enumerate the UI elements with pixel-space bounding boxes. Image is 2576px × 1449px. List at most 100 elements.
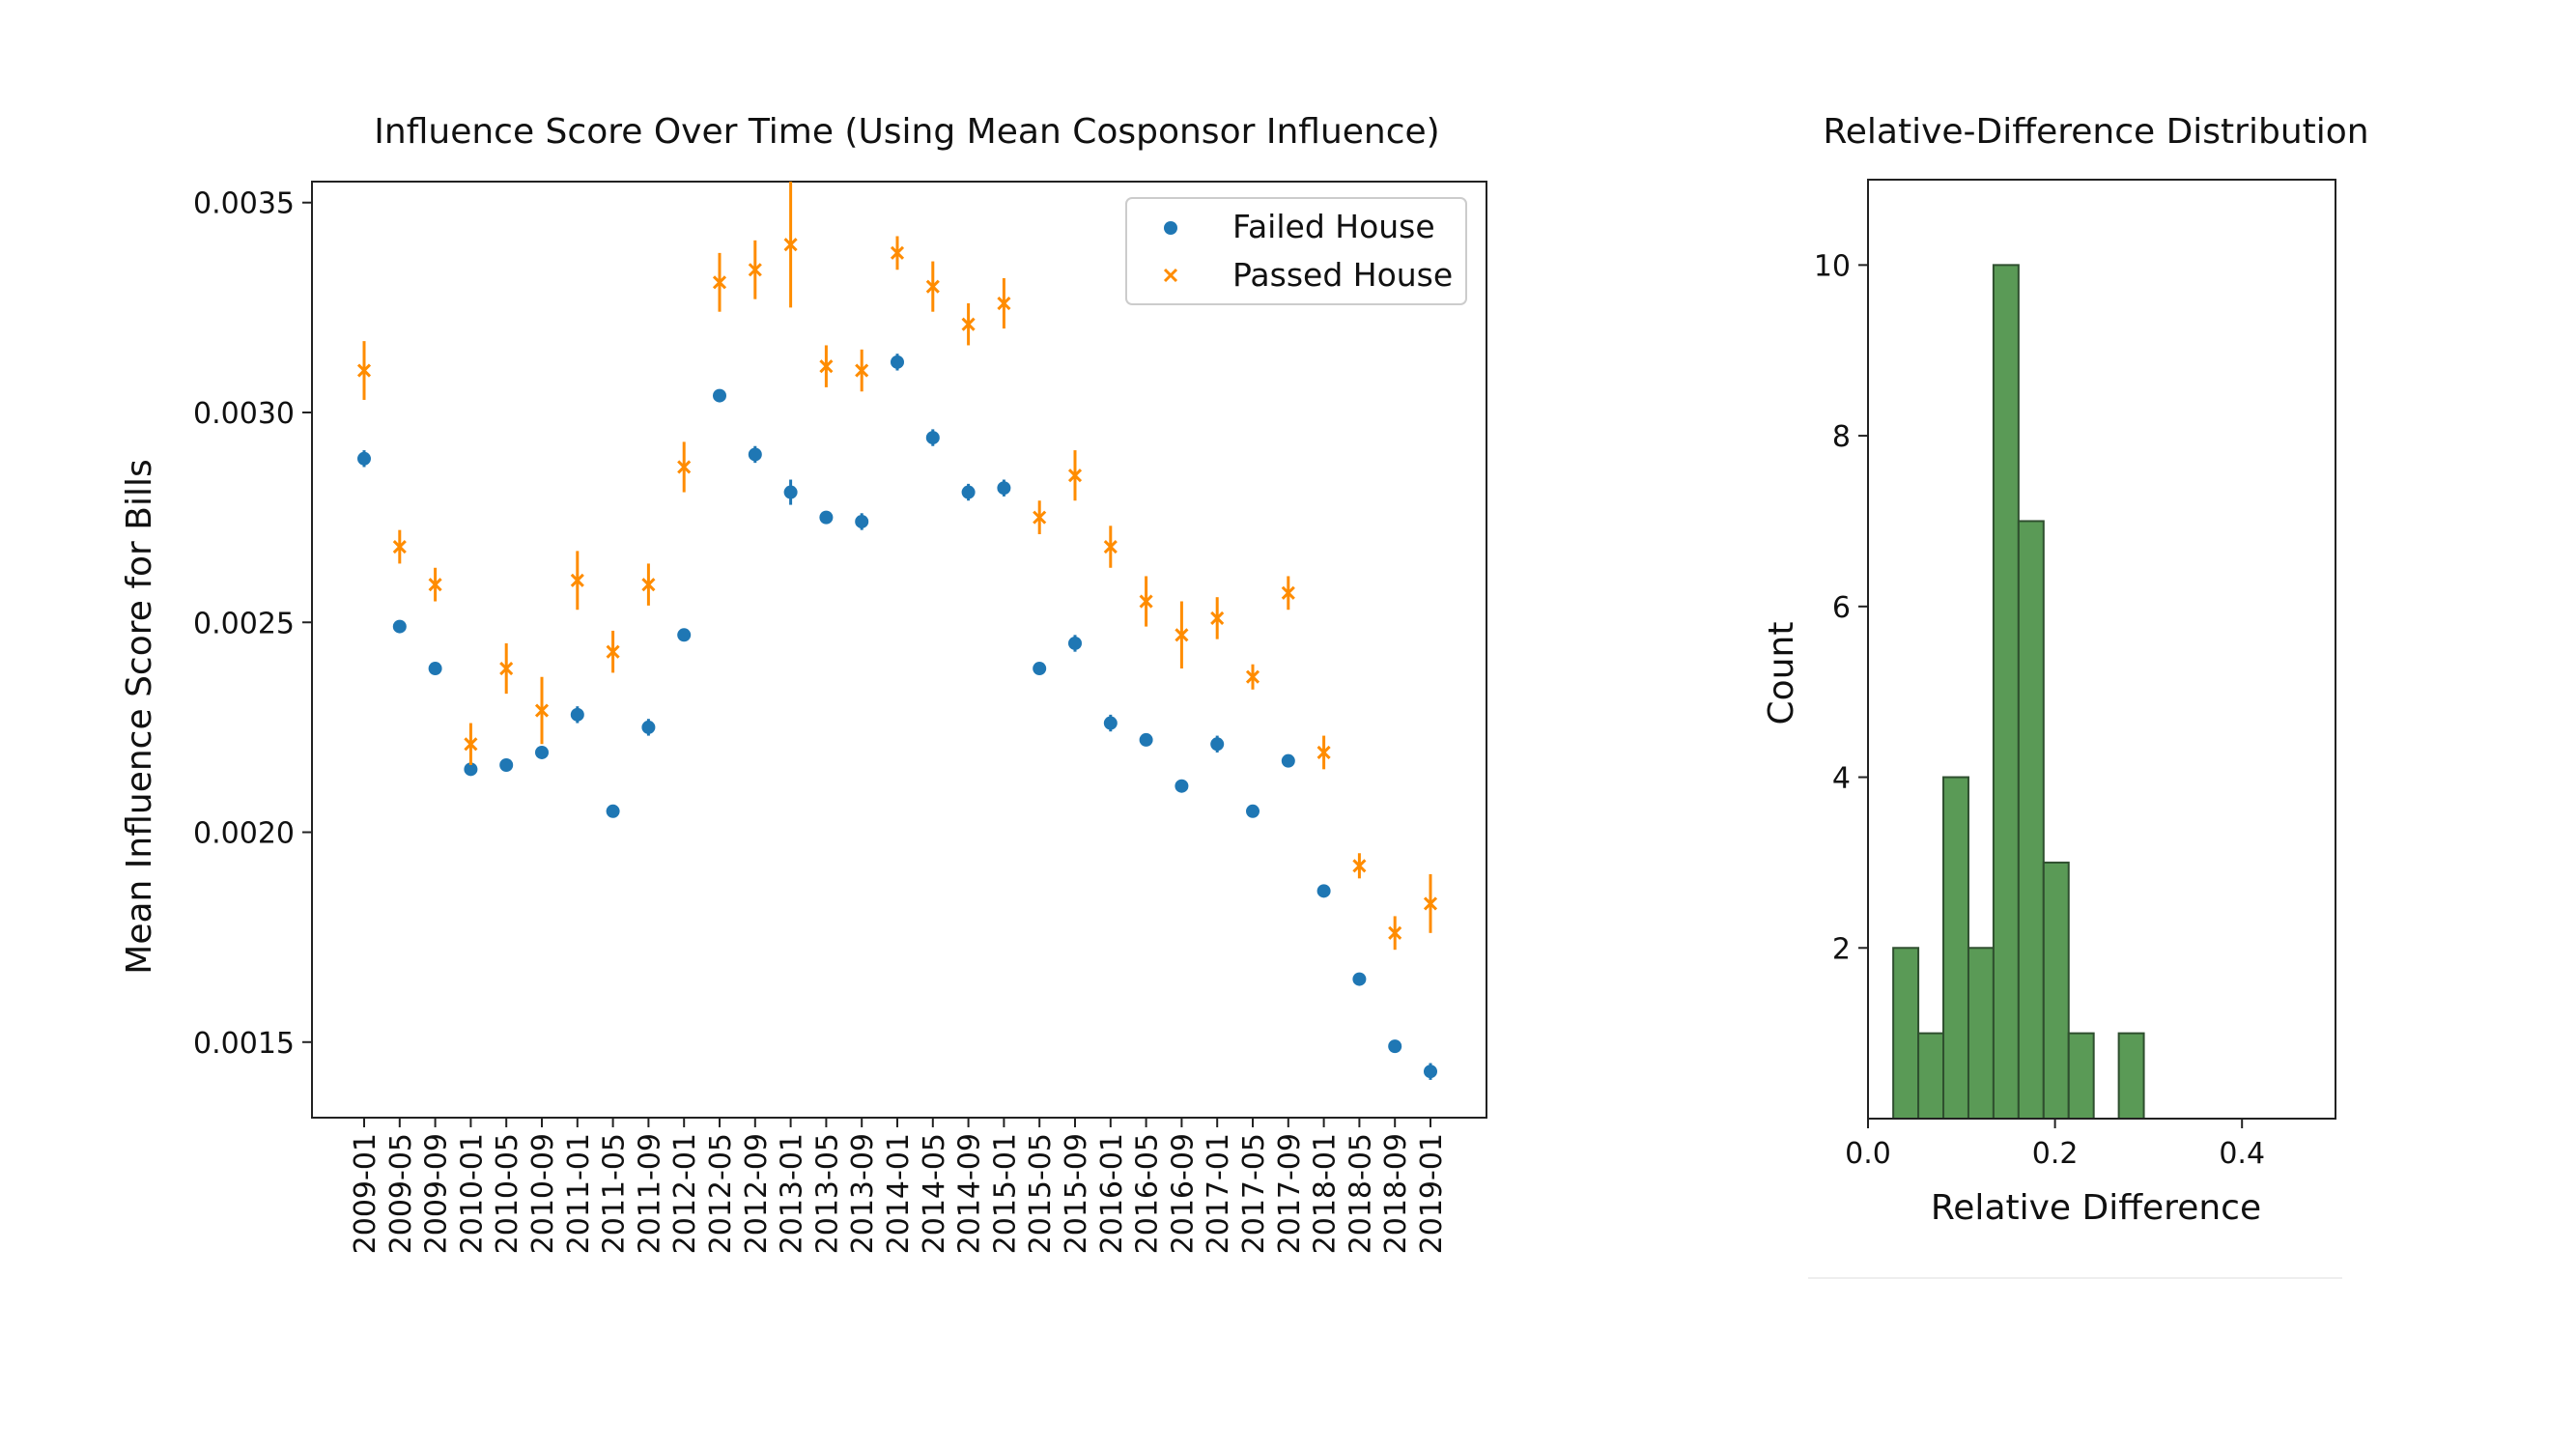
passed-house-point (855, 363, 869, 378)
x-tick-label: 0.4 (2219, 1137, 2265, 1171)
scatter-y-ticks: 0.0015 0.0020 0.0025 0.0030 0.0035 (193, 187, 312, 1061)
x-tick-label: 2012-09 (740, 1133, 774, 1254)
failed-house-point (997, 481, 1011, 496)
y-tick-label: 0.0020 (193, 817, 295, 851)
passed-house-point (1210, 611, 1225, 625)
histogram-bar (1992, 264, 2020, 1120)
passed-house-point (961, 317, 976, 331)
failed-house-point (570, 707, 584, 722)
legend: Failed House Passed House (1125, 197, 1467, 305)
failed-house-point (1316, 884, 1331, 898)
x-tick-label: 2018-05 (1344, 1133, 1377, 1254)
histogram-title: Relative-Difference Distribution (1823, 112, 2368, 152)
passed-house-point (1139, 594, 1153, 609)
histogram-plot-frame (1867, 179, 2336, 1120)
failed-house-point (783, 485, 798, 499)
x-tick-label: 2018-01 (1309, 1133, 1343, 1254)
failed-house-point (748, 447, 762, 462)
passed-house-point (1388, 925, 1402, 940)
x-tick-label: 0.2 (2032, 1137, 2079, 1171)
passed-house-point (890, 245, 905, 260)
failed-house-point (1281, 753, 1295, 768)
scatter-plot-frame (311, 181, 1487, 1119)
y-tick-label: 4 (1832, 762, 1851, 796)
passed-house-point (1103, 539, 1118, 554)
failed-house-point (1246, 804, 1260, 818)
passed-house-point (356, 363, 372, 378)
x-tick-label: 2010-05 (491, 1133, 524, 1254)
failed-house-point (1210, 737, 1225, 752)
y-tick-label: 0.0035 (193, 187, 295, 221)
failed-house-point (961, 485, 976, 499)
histogram-bar (1942, 776, 1969, 1121)
x-tick-label: 2011-05 (598, 1133, 632, 1254)
passed-house-point (428, 578, 442, 592)
x-tick-label: 2010-01 (455, 1133, 489, 1254)
failed-house-point (1352, 972, 1367, 986)
failed-house-point (891, 355, 904, 369)
failed-house-point (1033, 662, 1047, 676)
failed-house-point (641, 720, 656, 734)
x-tick-label: 2009-01 (349, 1133, 382, 1254)
x-tick-label: 2009-09 (420, 1133, 454, 1254)
passed-house-point (534, 703, 550, 718)
x-tick-label: 2013-05 (810, 1133, 844, 1254)
passed-house-point (606, 644, 620, 659)
failed-house-point (392, 619, 407, 634)
failed-house-point (1068, 636, 1082, 650)
histogram-chart: Relative-Difference Distribution Count R… (1762, 112, 2369, 1228)
histogram-bar (1892, 947, 1920, 1120)
histogram-x-ticks: 0.0 0.2 0.4 (1845, 1119, 2265, 1171)
histogram-y-axis-label: Count (1762, 622, 1801, 725)
failed-house-point (606, 804, 620, 818)
x-tick-label: 2015-09 (1060, 1133, 1093, 1254)
passed-house-point (925, 279, 940, 294)
failed-house-point (1175, 779, 1189, 793)
x-tick-label: 2011-09 (633, 1133, 666, 1254)
failed-house-point (428, 662, 442, 676)
x-tick-label: 2013-09 (846, 1133, 880, 1254)
y-tick-label: 0.0015 (193, 1027, 295, 1061)
failed-house-point (535, 745, 549, 759)
passed-house-point (1245, 669, 1260, 684)
x-tick-label: 2010-09 (526, 1133, 560, 1254)
x-tick-label: 2017-05 (1237, 1133, 1271, 1254)
passed-house-point (997, 296, 1011, 311)
failed-house-point (357, 451, 371, 466)
y-tick-label: 2 (1832, 932, 1851, 966)
x-tick-label: 2016-09 (1166, 1133, 1200, 1254)
legend-frame (1125, 197, 1467, 305)
y-tick-label: 0.0030 (193, 397, 295, 431)
passed-house-point (1033, 510, 1047, 525)
x-tick-label: 0.0 (1845, 1137, 1891, 1171)
x-tick-label: 2011-01 (562, 1133, 596, 1254)
scatter-chart: Influence Score Over Time (Using Mean Co… (120, 112, 1487, 1254)
histogram-bar (2042, 861, 2070, 1121)
passed-house-point (1316, 745, 1331, 760)
x-tick-label: 2014-01 (882, 1133, 916, 1254)
y-tick-label: 10 (1814, 249, 1851, 283)
x-tick-label: 2015-05 (1024, 1133, 1058, 1254)
passed-house-point (1423, 896, 1438, 911)
passed-house-point (570, 573, 584, 587)
x-tick-label: 2014-05 (918, 1133, 951, 1254)
passed-house-point (392, 539, 407, 554)
histogram-bar (2117, 1032, 2145, 1120)
failed-house-point (1388, 1039, 1402, 1054)
x-tick-label: 2015-01 (988, 1133, 1022, 1254)
failed-house-point (855, 514, 869, 528)
passed-house-point (499, 661, 514, 676)
scatter-x-ticks: 2009-01 2009-05 2009-09 2010-01 2010-05 2010-… (349, 1118, 1449, 1254)
x-tick-label: 2009-05 (384, 1133, 418, 1254)
passed-house-point (1281, 585, 1295, 600)
failed-house-point (1424, 1065, 1437, 1079)
x-tick-label: 2016-05 (1131, 1133, 1165, 1254)
histogram-bar (2017, 520, 2045, 1120)
passed-house-point (464, 737, 478, 752)
x-tick-label: 2016-01 (1095, 1133, 1129, 1254)
x-tick-label: 2012-05 (704, 1133, 738, 1254)
histogram-bar (1967, 947, 1995, 1120)
passed-house-point (748, 263, 762, 277)
x-tick-label: 2012-01 (668, 1133, 702, 1254)
